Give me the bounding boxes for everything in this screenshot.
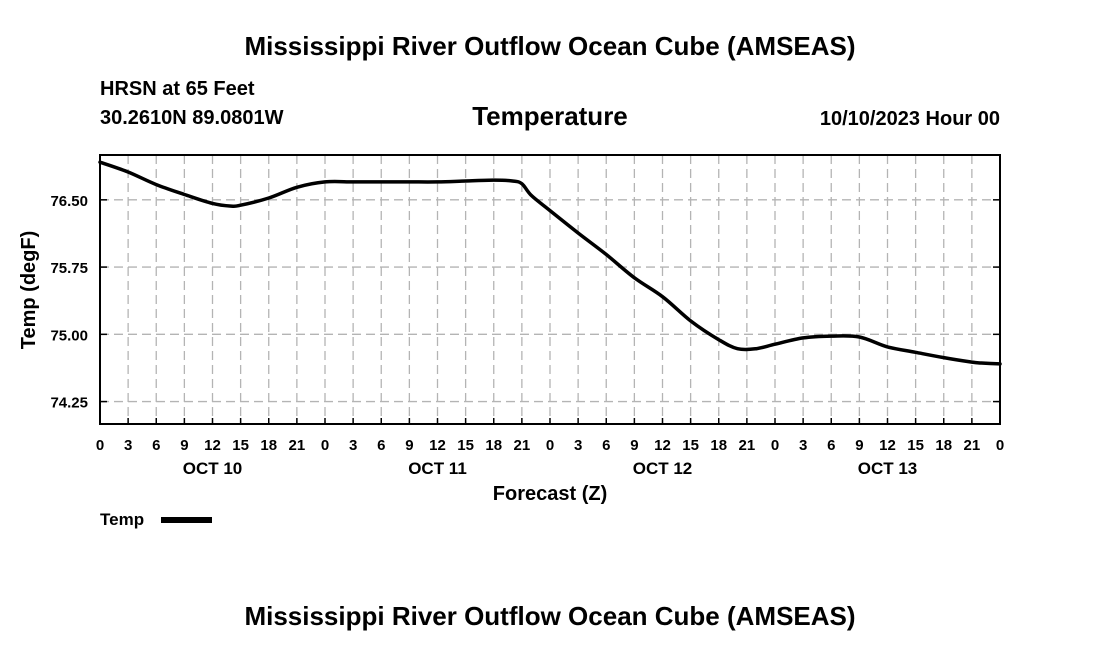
x-axis-label: Forecast (Z) — [493, 483, 607, 505]
x-tick-label: 9 — [180, 437, 188, 454]
x-tick-label: 15 — [457, 437, 474, 454]
page-title-top: Mississippi River Outflow Ocean Cube (AM… — [244, 31, 855, 61]
forecast-date: 10/10/2023 Hour 00 — [820, 108, 1000, 130]
x-tick-label: 3 — [349, 437, 357, 454]
x-tick-label: 12 — [429, 437, 446, 454]
x-tick-label: 18 — [260, 437, 277, 454]
x-tick-label: 21 — [739, 437, 756, 454]
x-tick-label: 6 — [152, 437, 160, 454]
y-axis: 74.25 75.00 75.75 76.50 — [50, 193, 1000, 412]
legend: Temp — [100, 510, 212, 529]
x-tick-label: 12 — [204, 437, 221, 454]
temp-series-line — [98, 160, 1002, 366]
station-name: HRSN at 65 Feet — [100, 78, 255, 100]
x-tick-label: 0 — [771, 437, 779, 454]
date-labels: OCT 10 OCT 11 OCT 12 OCT 13 — [183, 459, 918, 478]
x-tick-label: 0 — [321, 437, 329, 454]
x-tick-label: 21 — [964, 437, 981, 454]
y-tick-label: 75.00 — [50, 327, 88, 344]
x-tick-label: 6 — [377, 437, 385, 454]
x-tick-label: 0 — [546, 437, 554, 454]
x-tick-label: 3 — [124, 437, 132, 454]
x-tick-label: 12 — [654, 437, 671, 454]
x-tick-label: 9 — [405, 437, 413, 454]
y-tick-label: 75.75 — [50, 260, 88, 277]
x-tick-label: 21 — [514, 437, 531, 454]
date-label: OCT 10 — [183, 459, 243, 478]
station-coordinates: 30.2610N 89.0801W — [100, 107, 284, 129]
x-tick-label: 3 — [799, 437, 807, 454]
x-tick-label: 15 — [232, 437, 249, 454]
legend-swatch — [161, 517, 212, 523]
x-tick-label: 15 — [907, 437, 924, 454]
x-tick-label: 21 — [289, 437, 306, 454]
date-label: OCT 13 — [858, 459, 918, 478]
y-axis-label: Temp (degF) — [18, 231, 40, 350]
x-tick-label: 0 — [996, 437, 1004, 454]
x-tick-label: 15 — [682, 437, 699, 454]
x-axis: 0 3 6 9 12 15 18 21 0 3 6 9 12 15 18 21 0 3 6 9 12 15 18 21 0 3 6 9… — [96, 418, 1004, 454]
x-tick-label: 18 — [710, 437, 727, 454]
x-tick-label: 6 — [602, 437, 610, 454]
x-tick-label: 0 — [96, 437, 104, 454]
grid-layer — [100, 155, 1000, 424]
date-label: OCT 11 — [408, 459, 467, 478]
chart-title: Temperature — [472, 101, 628, 131]
x-tick-label: 3 — [574, 437, 582, 454]
x-tick-label: 18 — [935, 437, 952, 454]
page-title-bottom: Mississippi River Outflow Ocean Cube (AM… — [244, 601, 855, 631]
x-tick-label: 9 — [630, 437, 638, 454]
y-tick-label: 76.50 — [50, 193, 88, 210]
legend-label: Temp — [100, 510, 144, 529]
date-label: OCT 12 — [633, 459, 693, 478]
x-tick-label: 6 — [827, 437, 835, 454]
y-tick-label: 74.25 — [50, 395, 88, 412]
x-tick-label: 18 — [485, 437, 502, 454]
x-tick-label: 9 — [855, 437, 863, 454]
x-tick-label: 12 — [879, 437, 896, 454]
